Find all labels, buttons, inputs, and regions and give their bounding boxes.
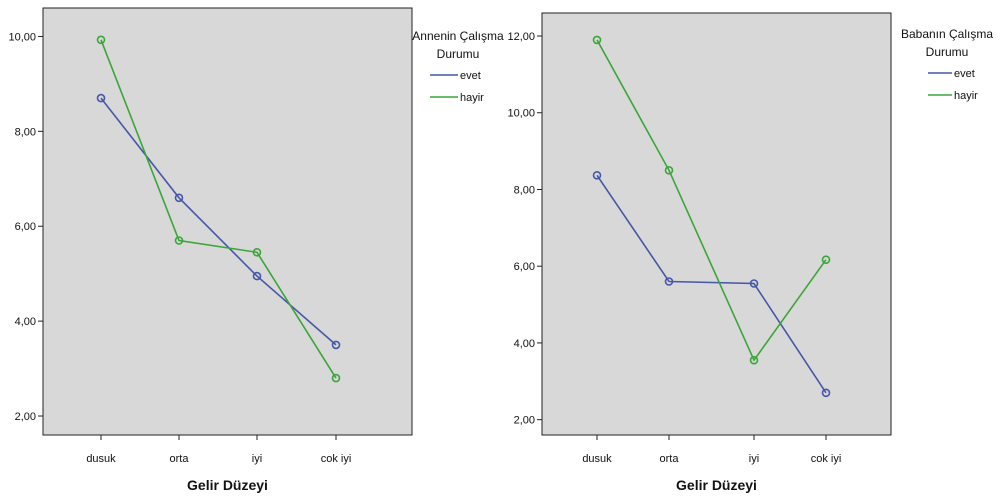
legend-title: Babanın Çalışma <box>901 27 993 41</box>
legend-label-evet: evet <box>460 70 481 82</box>
chart-mother-working-status: 2,00 4,00 6,00 8,00 10,00 dusuk orta iyi cok iyi… <box>8 7 504 493</box>
plot-area <box>42 7 413 436</box>
y-tick-label: 6,00 <box>514 261 535 273</box>
data-point-hayir <box>821 255 831 265</box>
x-tick-label: cok iyi <box>811 453 842 465</box>
x-tick-label: dusuk <box>86 453 116 465</box>
data-point-hayir <box>331 373 341 383</box>
data-point-hayir <box>96 35 106 45</box>
x-tick-label: iyi <box>252 453 262 465</box>
y-tick-label: 12,00 <box>507 31 535 43</box>
data-point-hayir <box>174 236 184 245</box>
data-point-evet <box>174 193 184 203</box>
series-line-hayir <box>100 39 337 379</box>
x-tick-label: cok iyi <box>321 453 352 465</box>
legend-title: Durumu <box>926 45 969 59</box>
data-point-evet <box>664 277 674 286</box>
y-tick-label: 10,00 <box>8 31 36 43</box>
x-axis-label: Gelir Düzeyi <box>676 477 757 493</box>
x-tick-label: orta <box>660 453 680 465</box>
legend-label-hayir: hayir <box>460 92 484 104</box>
data-point-hayir <box>252 248 262 257</box>
y-tick-label: 4,00 <box>514 338 535 350</box>
x-tick-label: dusuk <box>582 453 612 465</box>
y-tick-label: 10,00 <box>507 108 535 120</box>
legend-label-hayir: hayir <box>954 90 978 102</box>
y-tick-label: 8,00 <box>15 126 36 138</box>
series-line-evet <box>100 97 337 346</box>
data-point-evet <box>749 279 759 288</box>
data-point-evet <box>252 271 262 281</box>
x-axis-label: Gelir Düzeyi <box>187 477 268 493</box>
data-point-hayir <box>749 355 759 365</box>
data-point-evet <box>821 388 831 398</box>
x-tick-label: orta <box>170 453 190 465</box>
legend-label-evet: evet <box>954 68 975 80</box>
y-tick-label: 6,00 <box>15 221 36 233</box>
data-point-evet <box>592 171 602 180</box>
y-tick-label: 4,00 <box>15 316 36 328</box>
data-point-hayir <box>664 166 674 175</box>
x-tick-label: iyi <box>749 453 759 465</box>
legend-title: Durumu <box>437 47 480 61</box>
y-tick-label: 8,00 <box>514 184 535 196</box>
chart-father-working-status: 2,00 4,00 6,00 8,00 10,00 12,00 dusuk orta iyi co… <box>507 12 993 493</box>
y-tick-label: 2,00 <box>15 411 36 423</box>
plot-area <box>541 12 892 436</box>
data-point-evet <box>331 340 341 350</box>
legend-title: Annenin Çalışma <box>412 29 504 43</box>
series-line-evet <box>596 174 827 394</box>
data-point-hayir <box>592 35 602 45</box>
y-tick-label: 2,00 <box>514 415 535 427</box>
series-line-hayir <box>596 39 827 362</box>
data-point-evet <box>96 93 106 103</box>
